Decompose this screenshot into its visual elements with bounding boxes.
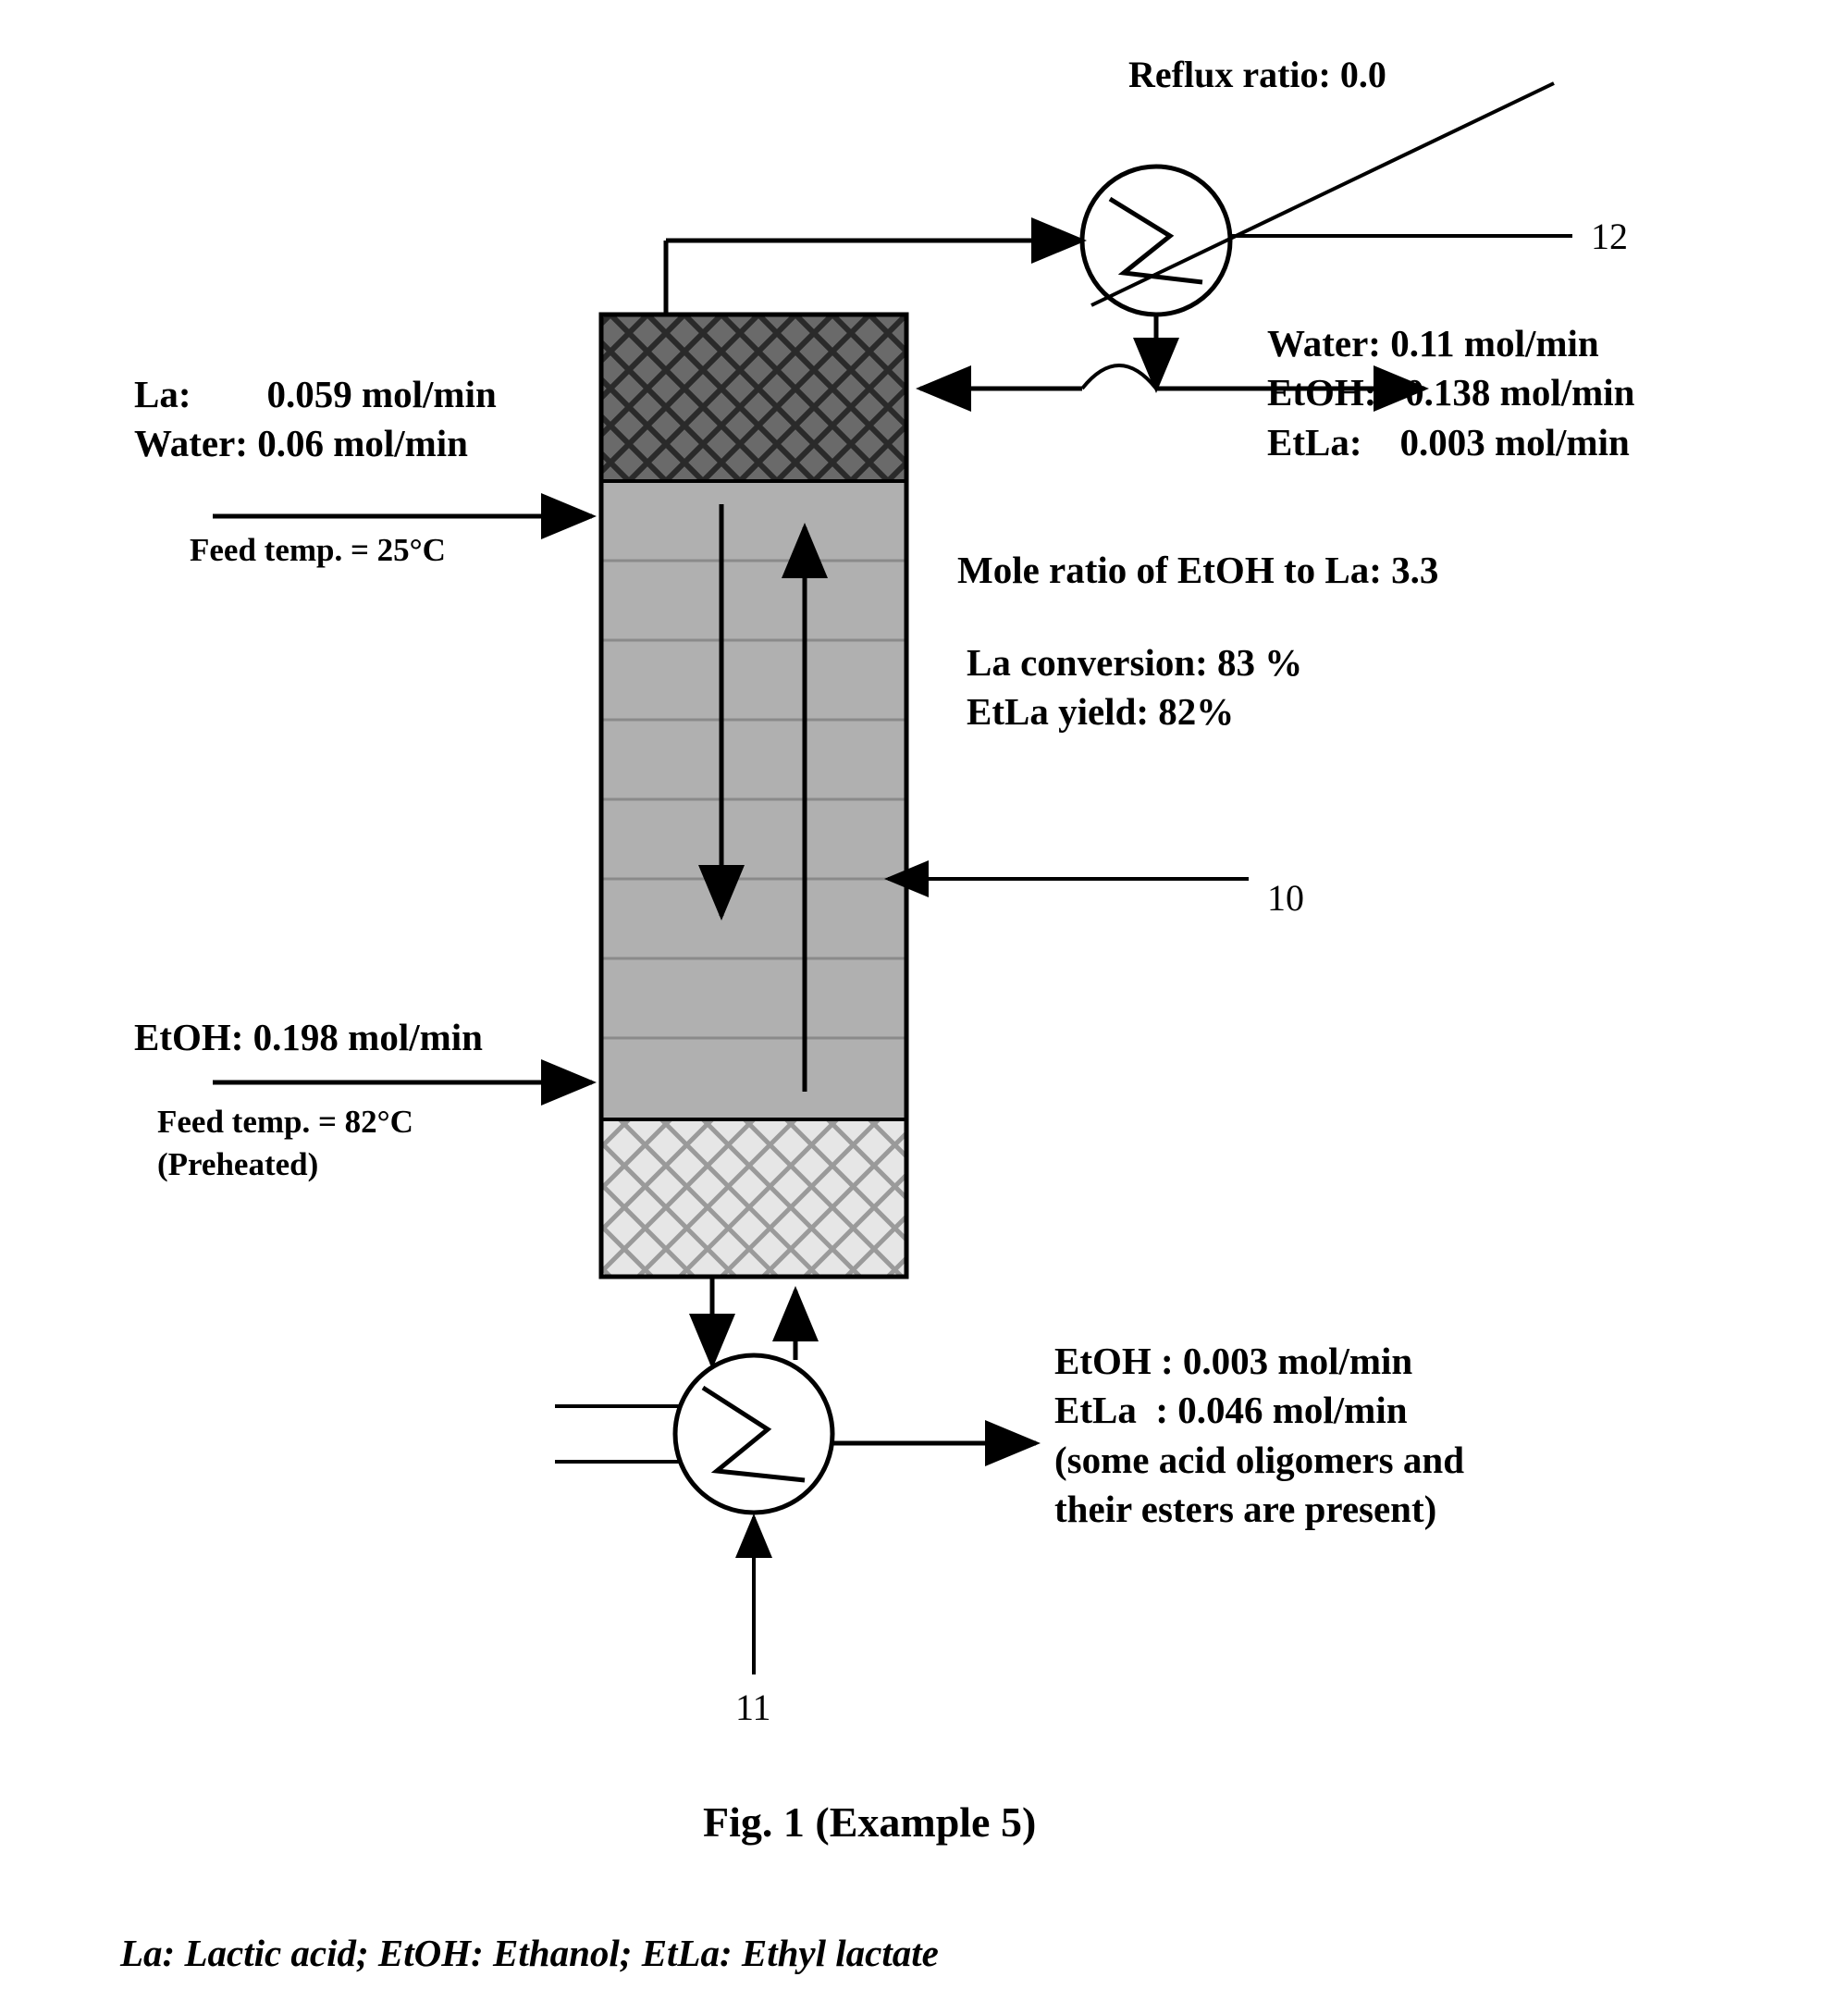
bottom-lines	[712, 1277, 795, 1365]
top-vapor-line	[666, 241, 1082, 315]
etoh-feed-label: EtOH: 0.198 mol/min	[134, 1013, 483, 1062]
etoh-feed-temp-label: Feed temp. = 82°C (Preheated)	[157, 1101, 413, 1185]
ref-12-label: 12	[1591, 213, 1628, 261]
bottom-product-label: EtOH : 0.003 mol/min EtLa : 0.046 mol/mi…	[1054, 1337, 1464, 1534]
diagram-canvas: Reflux ratio: 0.0 12 10 11 La: 0.059 mol…	[0, 0, 1848, 2014]
ref-10-label: 10	[1267, 874, 1304, 922]
conversion-label: La conversion: 83 % EtLa yield: 82%	[967, 638, 1302, 737]
condenser	[1082, 83, 1554, 315]
la-feed-temp-label: Feed temp. = 25°C	[190, 529, 446, 572]
reflux-ratio-label: Reflux ratio: 0.0	[1128, 51, 1386, 99]
figure-caption: Fig. 1 (Example 5)	[703, 1795, 1036, 1850]
diagram-svg	[0, 0, 1848, 2014]
mole-ratio-label: Mole ratio of EtOH to La: 3.3	[957, 546, 1438, 595]
top-product-label: Water: 0.11 mol/min EtOH: 0.138 mol/min …	[1267, 319, 1634, 467]
la-feed-label: La: 0.059 mol/min Water: 0.06 mol/min	[134, 370, 497, 469]
legend-note: La: Lactic acid; EtOH: Ethanol; EtLa: Et…	[120, 1929, 939, 1978]
ref-11-label: 11	[735, 1684, 771, 1732]
reboiler	[555, 1355, 832, 1513]
distillation-column	[601, 315, 906, 1277]
split-arc	[1082, 365, 1156, 389]
